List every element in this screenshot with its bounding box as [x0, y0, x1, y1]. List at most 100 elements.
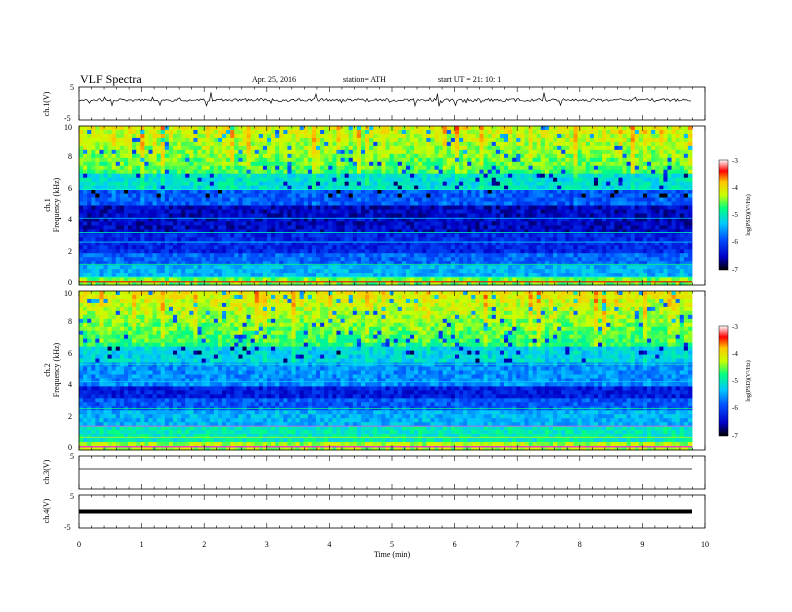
spectrogram-cell [115, 129, 121, 135]
spectrogram-cell [557, 197, 562, 202]
spectrogram-cell [79, 145, 84, 151]
spectrogram-cell [450, 241, 456, 246]
spectrogram-cell [275, 281, 280, 286]
spectrogram-cell [487, 277, 493, 282]
spectrogram-cell [516, 217, 521, 222]
spectrogram-cell [320, 189, 325, 194]
spectrogram-cell [442, 197, 448, 202]
spectrogram-cell [430, 273, 435, 278]
spectrogram-cell [103, 177, 109, 183]
spectrogram-cell [140, 237, 145, 242]
spectrogram-cell [393, 273, 399, 278]
spectrogram-cell [414, 153, 419, 159]
spectrogram-cell [283, 161, 288, 167]
spectrogram-cell [144, 217, 149, 222]
spectrogram-cell [561, 189, 566, 194]
spectrogram-cell [172, 189, 178, 194]
spectrogram-cell [168, 241, 174, 246]
spectrogram-cell [115, 257, 121, 262]
spectrogram-cell [201, 265, 207, 270]
spectrogram-cell [577, 233, 583, 238]
spectrogram-cell [438, 221, 444, 226]
spectrogram-cell [279, 141, 284, 147]
spectrogram-cell [544, 149, 550, 155]
spectrogram-cell [217, 253, 223, 258]
spectrogram-cell [557, 277, 562, 282]
spectrogram-cell [499, 225, 505, 230]
spectrogram-cell [352, 169, 358, 175]
spectrogram-cell [569, 145, 574, 151]
spectrogram-cell [348, 237, 354, 242]
spectrogram-cell [123, 265, 129, 270]
spectrogram-cell [311, 129, 317, 135]
spectrogram-cell [87, 137, 92, 143]
spectrogram-cell [385, 245, 390, 250]
spectrogram-cell [324, 233, 329, 238]
spectrogram-cell [348, 241, 354, 246]
spectrogram-cell [365, 165, 370, 171]
spectrogram-cell [381, 261, 386, 266]
spectrogram-cell [119, 177, 125, 183]
spectrogram-cell [132, 173, 137, 179]
spectrogram-cell [504, 137, 509, 143]
spectrogram-cell [524, 149, 529, 155]
spectrogram-cell [565, 129, 570, 135]
spectrogram-cell [373, 221, 378, 226]
spectrogram-cell [209, 157, 215, 163]
spectrogram-cell [487, 281, 493, 286]
spectrogram-cell [185, 181, 190, 187]
spectrogram-cell [360, 261, 366, 266]
spectrogram-cell [426, 217, 431, 222]
spectrogram-cell [553, 229, 558, 234]
spectrogram-cell [553, 145, 558, 151]
spectrogram-cell [577, 165, 583, 171]
spectrogram-cell [369, 249, 374, 254]
spectrogram-cell [340, 209, 346, 214]
spectrogram-cell [446, 185, 452, 191]
spectrogram-cell [365, 161, 370, 167]
spectrogram-cell [491, 241, 497, 246]
spectrogram-cell [442, 261, 448, 266]
spectrogram-cell [557, 237, 562, 242]
spectrogram-cell [471, 249, 476, 254]
spectrogram-cell [217, 225, 223, 230]
spectrogram-cell [111, 126, 117, 131]
spectrogram-cell [181, 217, 186, 222]
spectrogram-cell [442, 237, 448, 242]
spectrogram-cell [201, 225, 207, 230]
spectrogram-cell [487, 157, 493, 163]
spectrogram-cell [258, 157, 264, 163]
spectrogram-cell [508, 137, 513, 143]
spectrogram-cell [291, 173, 296, 179]
spectrogram-cell [540, 209, 546, 214]
spectrogram-cell [565, 149, 570, 155]
spectrogram-cell [336, 213, 341, 218]
spectrogram-cell [189, 277, 194, 282]
spectrogram-cell [250, 265, 256, 270]
spectrogram-cell [532, 189, 538, 194]
spectrogram-cell [360, 245, 366, 250]
spectrogram-cell [565, 137, 570, 143]
spectrogram-cell [397, 165, 403, 171]
spectrogram-cell [410, 157, 415, 163]
spectrogram-cell [422, 265, 427, 270]
spectrogram-cell [266, 126, 272, 131]
spectrogram-cell [79, 253, 84, 258]
spectrogram-cell [573, 277, 578, 282]
spectrogram-cell [91, 229, 96, 234]
spectrogram-cell [360, 133, 366, 139]
spectrogram-cell [168, 217, 174, 222]
spectrogram-cell [107, 193, 113, 198]
spectrogram-cell [487, 181, 493, 187]
spectrogram-cell [393, 269, 399, 274]
spectrogram-cell [83, 189, 88, 194]
spectrogram-cell [377, 245, 382, 250]
spectrogram-cell [446, 209, 452, 214]
spectrogram-cell [148, 273, 153, 278]
spectrogram-cell [246, 249, 252, 254]
spectrogram-cell [573, 245, 578, 250]
spectrogram-cell [83, 205, 88, 210]
spectrogram-cell [499, 265, 505, 270]
spectrogram-cell [226, 161, 231, 167]
spectrogram-cell [459, 169, 464, 175]
